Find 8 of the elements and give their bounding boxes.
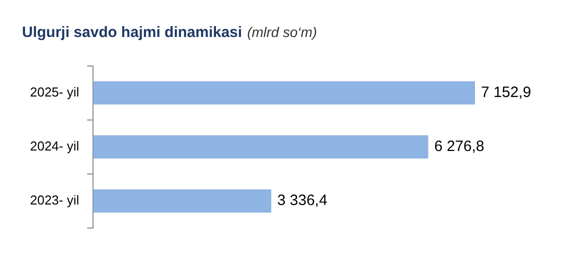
data-label: 6 276,8	[434, 138, 484, 156]
y-tick-label: 2025- yil	[30, 84, 80, 100]
data-label: 7 152,9	[481, 84, 532, 101]
y-tick-label: 2023- yil	[30, 192, 80, 208]
chart-title: Ulgurji savdo hajmi dinamikasi	[22, 24, 242, 41]
y-tick-label: 2024- yil	[30, 138, 80, 154]
data-label: 3 336,4	[277, 192, 328, 210]
chart-subtitle: (mlrd so‘m)	[247, 24, 318, 40]
